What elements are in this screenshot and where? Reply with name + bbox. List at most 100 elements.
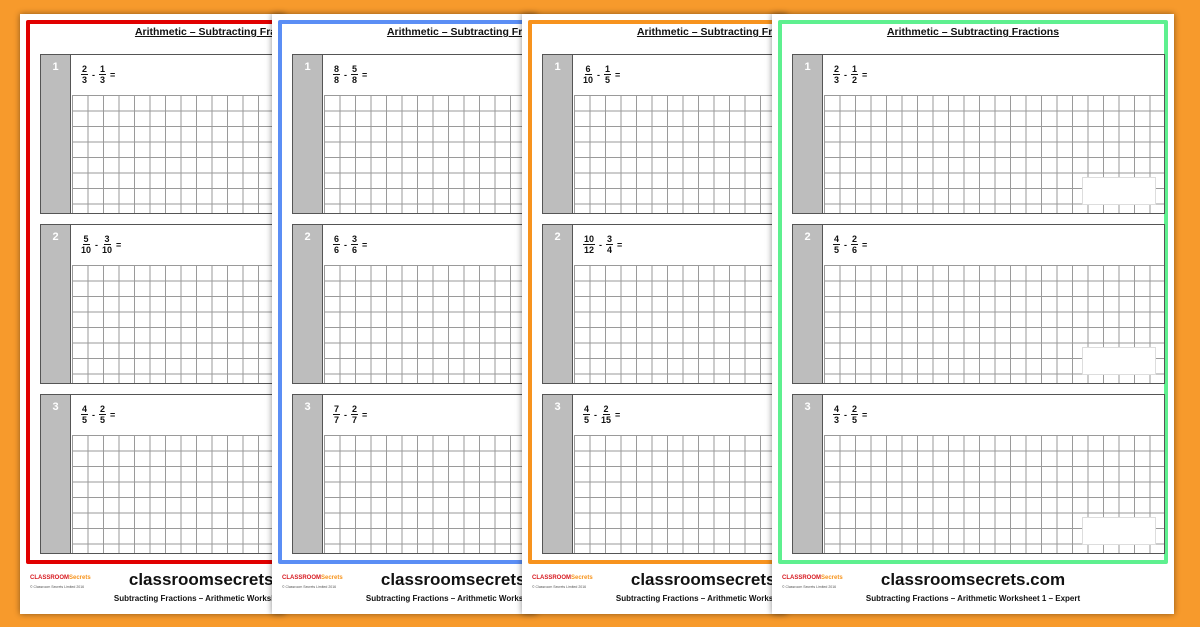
working-grid	[72, 95, 285, 213]
minus-sign: -	[92, 69, 96, 80]
minus-sign: -	[344, 239, 348, 250]
question-number: 1	[293, 55, 323, 213]
copyright-text: © Classroom Secrets Limited 2016	[782, 585, 837, 589]
copyright-text: © Classroom Secrets Limited 2016	[532, 585, 587, 589]
numerator: 5	[82, 234, 90, 245]
equals-sign: =	[110, 409, 116, 420]
fraction-expression: 5 10 - 3 10 =	[81, 234, 121, 255]
logo-text-main: CLASSROOM	[282, 575, 321, 581]
numerator: 3	[351, 234, 359, 245]
denominator: 12	[584, 245, 595, 255]
fraction: 3 10	[102, 234, 112, 255]
equals-sign: =	[116, 239, 122, 250]
numerator: 6	[333, 234, 341, 245]
numerator: 2	[351, 404, 359, 415]
fraction: 2 15	[601, 404, 611, 425]
numerator: 6	[584, 64, 592, 75]
question-number: 2	[543, 225, 573, 383]
question-number: 2	[793, 225, 823, 383]
numerator: 4	[81, 404, 89, 415]
numerator: 2	[99, 404, 107, 415]
worksheet-footer: Subtracting Fractions – Arithmetic Works…	[365, 594, 537, 603]
website-label: classroomsecrets.com	[630, 570, 787, 589]
question-number: 3	[793, 395, 823, 553]
equals-sign: =	[362, 409, 368, 420]
working-grid	[324, 265, 537, 383]
numerator: 2	[851, 234, 859, 245]
equals-sign: =	[862, 409, 868, 420]
numerator: 10	[583, 234, 596, 245]
website-label: classroomsecrets.com	[380, 570, 537, 589]
equals-sign: =	[617, 239, 623, 250]
minus-sign: -	[597, 69, 601, 80]
equals-sign: =	[862, 69, 868, 80]
worksheet-page: Arithmetic – Subtracting Fractions 1 610…	[522, 14, 787, 614]
minus-sign: -	[92, 409, 96, 420]
question-number: 1	[41, 55, 71, 213]
worksheet-footer: Subtracting Fractions – Arithmetic Works…	[615, 594, 787, 603]
answer-box	[1082, 517, 1156, 545]
numerator: 1	[604, 64, 612, 75]
worksheet-title: Arithmetic – Subtracting Fractions	[636, 26, 787, 38]
fraction: 6 10	[583, 64, 593, 85]
denominator: 10	[102, 245, 113, 255]
numerator: 3	[103, 234, 111, 245]
question-number: 1	[793, 55, 823, 213]
equals-sign: =	[110, 69, 116, 80]
numerator: 8	[333, 64, 341, 75]
logo-text-sub: Secrets	[821, 575, 843, 581]
numerator: 5	[351, 64, 359, 75]
minus-sign: -	[344, 69, 348, 80]
worksheet-title: Arithmetic – Subtracting Fractions	[886, 26, 1060, 38]
question-number: 3	[543, 395, 573, 553]
denominator: 3	[82, 75, 88, 85]
numerator: 3	[606, 234, 614, 245]
denominator: 5	[82, 415, 88, 425]
denominator: 4	[607, 245, 613, 255]
numerator: 4	[833, 234, 841, 245]
question-number: 3	[41, 395, 71, 553]
worksheet-page: Arithmetic – Subtracting Fractions 1 88 …	[272, 14, 537, 614]
denominator: 3	[834, 415, 840, 425]
numerator: 7	[333, 404, 341, 415]
denominator: 15	[601, 415, 612, 425]
classroom-secrets-logo: CLASSROOMSecrets	[30, 575, 91, 581]
worksheet-footer: Subtracting Fractions – Arithmetic Works…	[865, 594, 1081, 603]
copyright-text: © Classroom Secrets Limited 2016	[30, 585, 85, 589]
worksheet-page: Arithmetic – Subtracting Fractions 1 23 …	[20, 14, 285, 614]
answer-box	[1082, 347, 1156, 375]
denominator: 8	[334, 75, 340, 85]
working-grid	[72, 435, 285, 553]
page-frame	[778, 20, 1168, 564]
equals-sign: =	[362, 239, 368, 250]
logo-text-main: CLASSROOM	[30, 575, 69, 581]
denominator: 5	[852, 415, 858, 425]
denominator: 7	[334, 415, 340, 425]
denominator: 7	[352, 415, 358, 425]
working-grid	[574, 265, 787, 383]
numerator: 4	[583, 404, 591, 415]
denominator: 3	[834, 75, 840, 85]
denominator: 5	[584, 415, 590, 425]
